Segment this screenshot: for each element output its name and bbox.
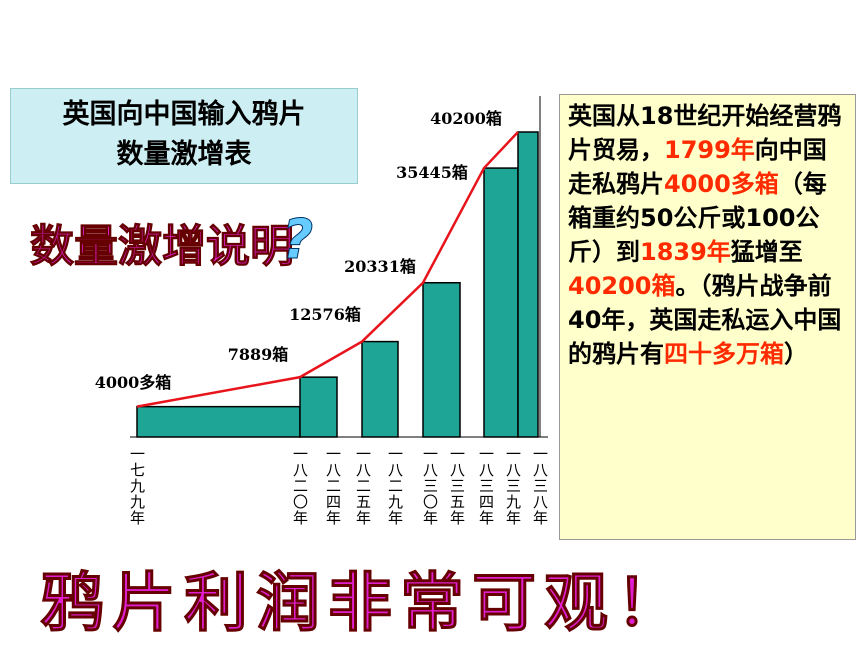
title-line: 数量激增表: [116, 139, 252, 170]
bar: [517, 131, 539, 438]
note-text: 1799年: [664, 136, 755, 164]
data-label: 12576箱: [289, 305, 361, 324]
x-tick-label: 一八三八年: [531, 446, 549, 526]
x-tick-label: 一八三五年: [448, 446, 466, 526]
x-tick-label: 一八二五年: [354, 446, 372, 526]
footer-text: 鸦片利润非常可观！: [40, 567, 688, 642]
bar: [136, 405, 301, 438]
bar: [299, 376, 338, 438]
note-text: 英国从18世纪开始经营鸦片贸易，: [568, 102, 842, 164]
bar: [483, 167, 519, 438]
x-tick-label: 一七九九年: [128, 446, 146, 526]
data-label: 20331箱: [344, 257, 416, 276]
note-text: 向中国走私鸦片: [568, 136, 827, 198]
x-tick-label: 一八三〇年: [421, 446, 439, 526]
x-tick-label: 一八二九年: [386, 446, 404, 526]
note-text: 40200箱: [568, 272, 676, 300]
title-line: 英国向中国输入鸦片: [62, 99, 306, 130]
data-label: 35445箱: [396, 163, 468, 182]
title-box: 英国向中国输入鸦片 数量激增表: [10, 88, 358, 184]
note-box: 英国从18世纪开始经营鸦片贸易，1799年向中国走私鸦片4000多箱（每箱重约5…: [559, 94, 856, 540]
question-text: 数量激增说明: [30, 221, 295, 273]
bar: [361, 340, 399, 438]
data-label: 7889箱: [228, 345, 289, 364]
x-tick-label: 一八三九年: [504, 446, 522, 526]
note-text: 4000多箱: [664, 170, 779, 198]
x-tick-label: 一八二〇年: [291, 446, 309, 526]
question-mark: ?: [281, 208, 314, 272]
data-label: 4000多箱: [95, 373, 172, 392]
bar: [422, 281, 461, 438]
x-tick-label: 一八三四年: [477, 446, 495, 526]
note-text: ）: [784, 340, 808, 368]
note-text: （每箱重约50公斤或100公斤）到: [568, 170, 827, 266]
note-text: 猛增至: [730, 238, 803, 266]
note-text: 。（鸦片战争前40年，英国走私运入中国的鸦片有: [568, 272, 842, 368]
note-text: 四十多万箱: [664, 340, 784, 368]
data-label: 40200箱: [430, 109, 502, 128]
trend-line: [136, 131, 519, 408]
note-text: 1839年: [640, 238, 731, 266]
x-tick-label: 一八二四年: [324, 446, 342, 526]
